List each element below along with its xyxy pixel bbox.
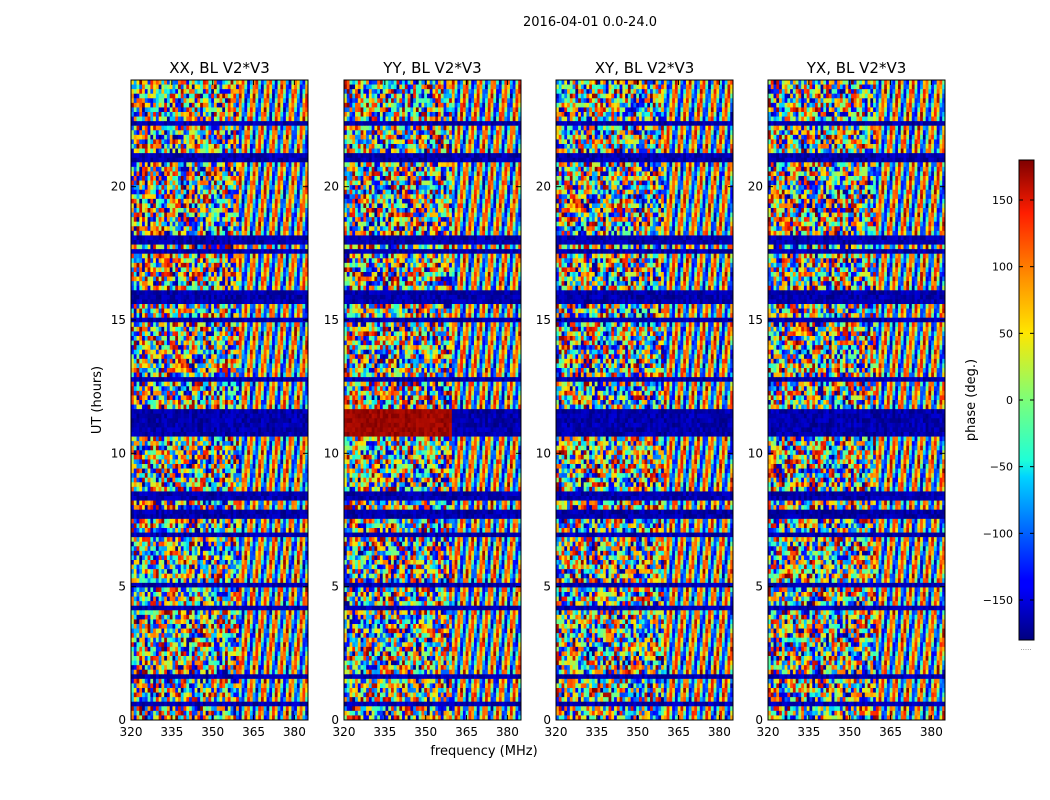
- colorbar-footnote: .....: [1020, 644, 1031, 652]
- axes-frame: [130, 79, 309, 721]
- y-tick-label: 15: [111, 313, 126, 327]
- heatmap-image: [556, 80, 734, 721]
- heatmap-image: [131, 80, 309, 721]
- panel-title: YY, BL V2*V3: [382, 59, 481, 77]
- y-tick-label: 15: [748, 313, 763, 327]
- panel-title: XY, BL V2*V3: [595, 59, 695, 77]
- y-tick-label: 20: [111, 180, 126, 194]
- colorbar-tick-label: 100: [992, 261, 1013, 274]
- x-tick-label: 380: [283, 725, 306, 739]
- panel-2: YY, BL V2*V3 320 335 350 365 380 0 5 10 15 20: [324, 59, 522, 739]
- y-tick-label: 20: [324, 180, 339, 194]
- x-tick-label: 380: [920, 725, 943, 739]
- y-tick-label: 15: [324, 313, 339, 327]
- axes-frame: [343, 79, 522, 721]
- y-tick-label: 10: [111, 446, 126, 460]
- x-tick-label: 350: [626, 725, 649, 739]
- x-tick-label: 335: [585, 725, 608, 739]
- x-tick-label: 320: [545, 725, 568, 739]
- x-tick-label: 320: [120, 725, 143, 739]
- colorbar-tick-label: −100: [983, 527, 1013, 540]
- colorbar-tick-label: −150: [983, 594, 1013, 607]
- y-axis-label: UT (hours): [90, 366, 105, 434]
- panel-title: XX, BL V2*V3: [169, 59, 270, 77]
- heatmap-image: [768, 80, 946, 721]
- x-tick-label: 335: [373, 725, 396, 739]
- y-tick-label: 5: [755, 580, 763, 594]
- axes-frame: [555, 79, 734, 721]
- y-tick-label: 0: [118, 713, 126, 727]
- x-axis-label: frequency (MHz): [430, 744, 537, 759]
- y-tick-label: 5: [543, 580, 551, 594]
- colorbar-tick-label: 0: [1006, 394, 1013, 407]
- y-tick-label: 0: [331, 713, 339, 727]
- axes-frame: [767, 79, 946, 721]
- x-tick-label: 335: [797, 725, 820, 739]
- panel-3: XY, BL V2*V3 320 335 350 365 380 0 5 10 15 20: [536, 59, 734, 739]
- y-tick-label: 0: [755, 713, 763, 727]
- colorbar-label: phase (deg.): [964, 359, 979, 441]
- figure-suptitle: 2016-04-01 0.0-24.0: [523, 15, 657, 30]
- x-tick-label: 320: [757, 725, 780, 739]
- y-tick-label: 10: [536, 446, 551, 460]
- x-tick-label: 350: [201, 725, 224, 739]
- y-tick-label: 10: [324, 446, 339, 460]
- y-tick-label: 5: [331, 580, 339, 594]
- panel-4: YX, BL V2*V3 320 335 350 365 380 0 5 10 15 20: [748, 59, 946, 739]
- x-tick-label: 365: [455, 725, 478, 739]
- y-tick-label: 15: [536, 313, 551, 327]
- y-tick-label: 20: [536, 180, 551, 194]
- colorbar-tick-label: 50: [999, 327, 1013, 340]
- x-tick-label: 365: [242, 725, 265, 739]
- colorbar-ticks: −150 −100 −50 0 50 100 150: [983, 194, 1034, 607]
- y-tick-label: 0: [543, 713, 551, 727]
- y-tick-label: 5: [118, 580, 126, 594]
- colorbar-tick-label: −50: [990, 461, 1013, 474]
- x-tick-label: 365: [879, 725, 902, 739]
- x-tick-label: 320: [333, 725, 356, 739]
- x-tick-label: 335: [160, 725, 183, 739]
- x-tick-label: 380: [496, 725, 519, 739]
- colorbar: −150 −100 −50 0 50 100 150 phase (deg.) .....: [964, 159, 1035, 652]
- y-tick-label: 20: [748, 180, 763, 194]
- colorbar-tick-label: 150: [992, 194, 1013, 207]
- y-tick-label: 10: [748, 446, 763, 460]
- x-tick-label: 350: [838, 725, 861, 739]
- x-tick-label: 350: [414, 725, 437, 739]
- x-tick-label: 365: [667, 725, 690, 739]
- panel-title: YX, BL V2*V3: [806, 59, 907, 77]
- x-tick-label: 380: [708, 725, 731, 739]
- heatmap-image: [344, 80, 522, 721]
- panel-1: XX, BL V2*V3 320 335 350 365 380 0 5 10 15 20: [111, 59, 309, 739]
